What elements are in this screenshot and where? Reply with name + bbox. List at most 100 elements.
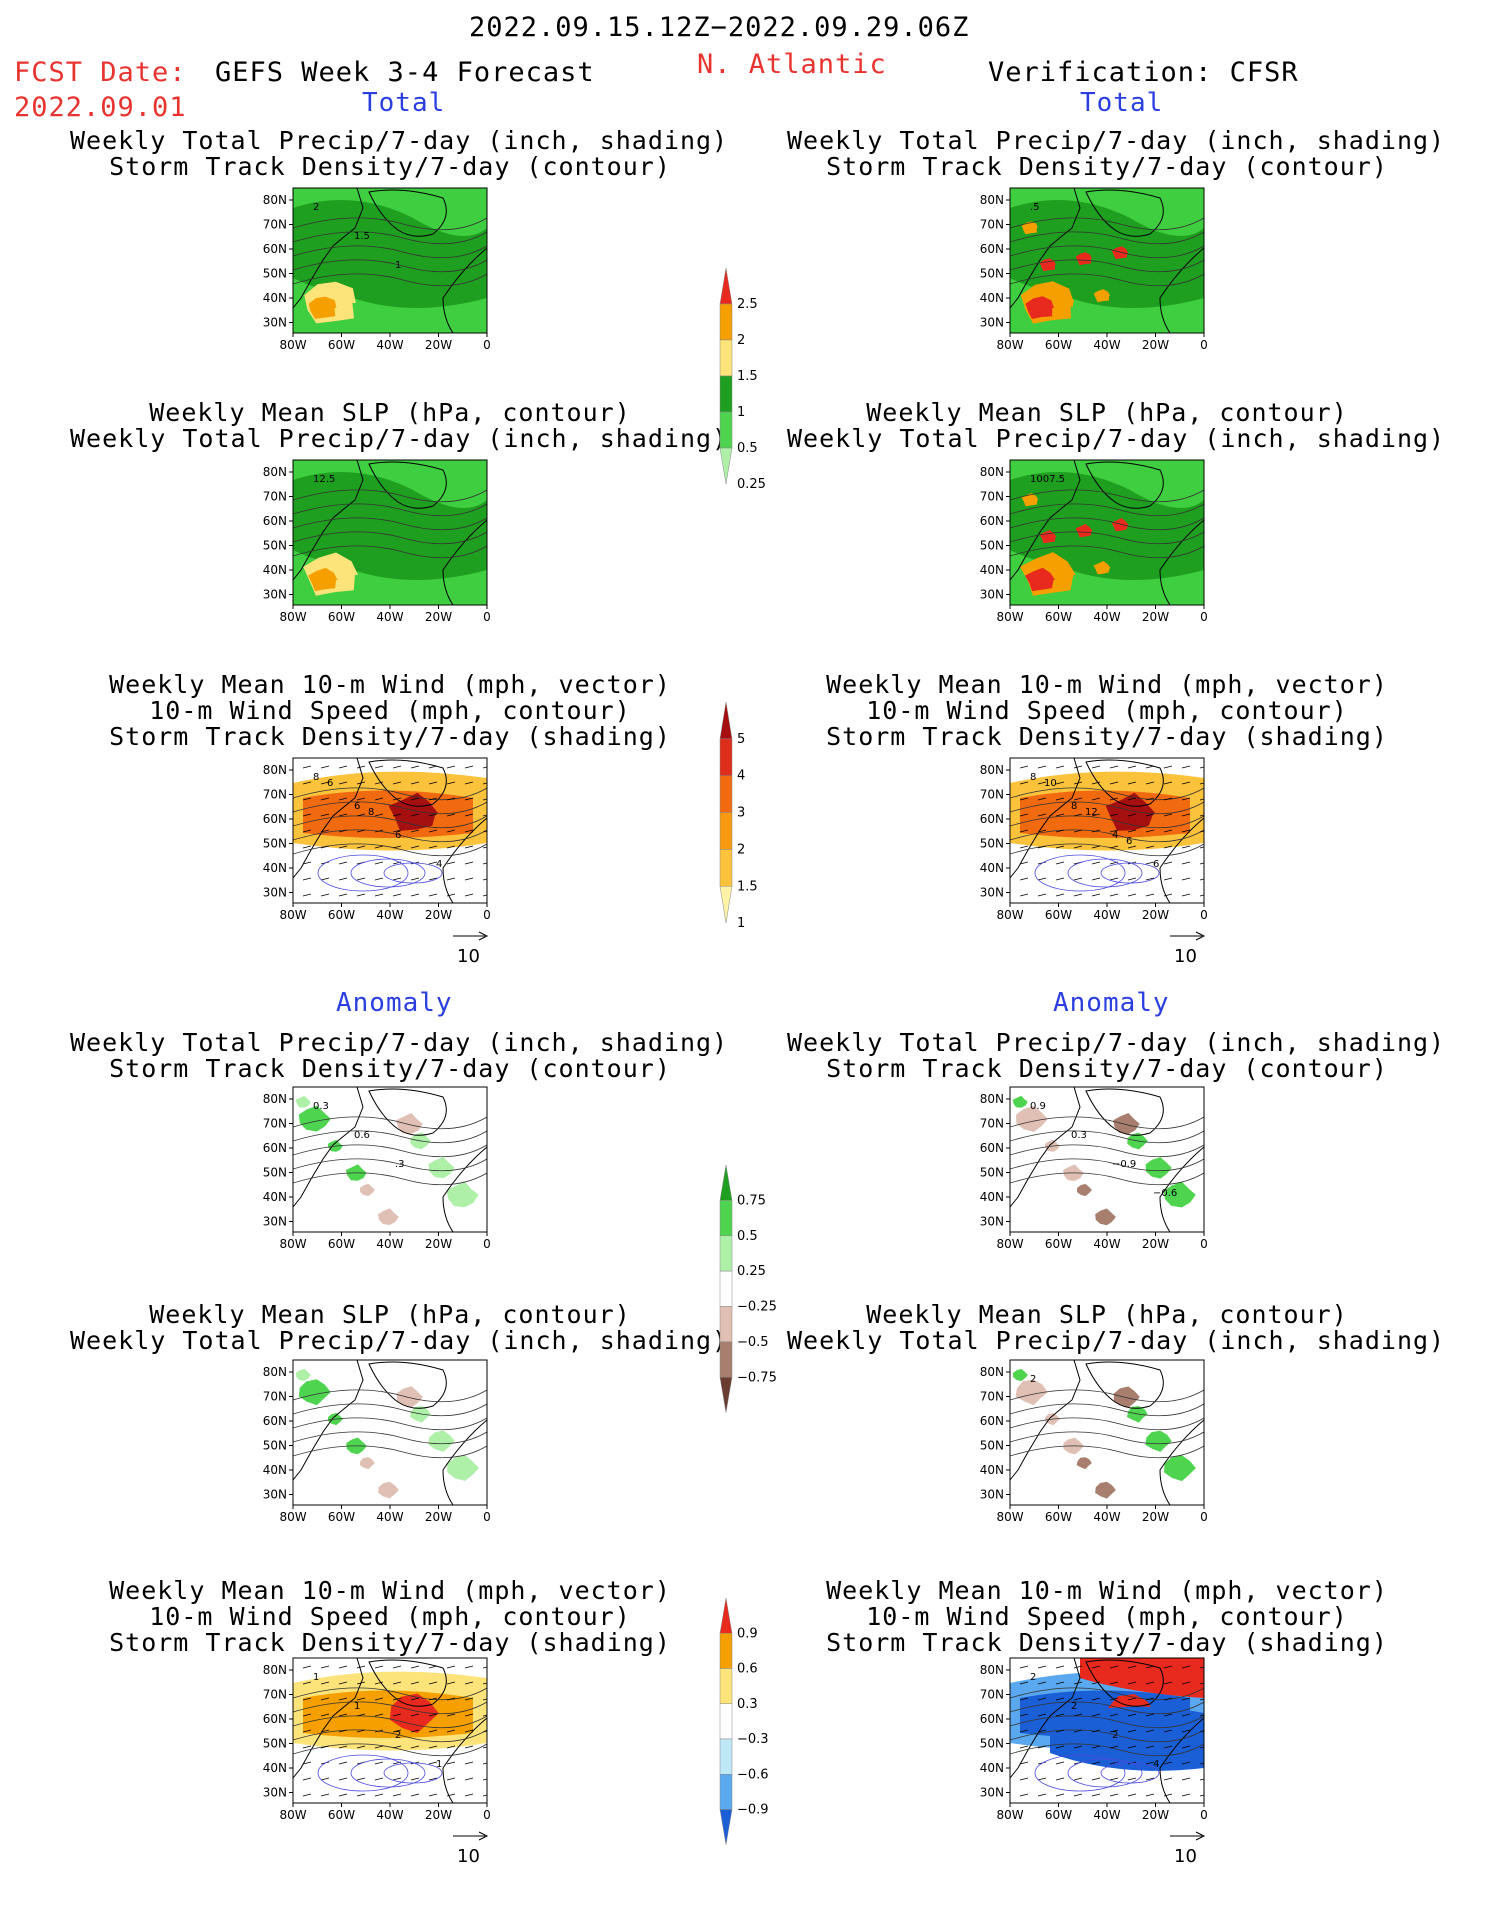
map-panel-fc-total-2: 12.5 80N 70N 60N 50N 40N 30N 80W 60W 40W 20W 0: [248, 452, 497, 627]
colorbar-label: −0.9: [737, 1803, 769, 1818]
lat-tick-label: 60N: [980, 242, 1004, 256]
colorbar-label: −0.75: [737, 1370, 777, 1385]
lon-tick-label: 80W: [279, 1510, 306, 1524]
lat-tick-label: 60N: [980, 812, 1004, 826]
map-panel-fc-total-1: 2 1.5 1 80N 70N 60N 50N 40N 30N 80W 60W 40W 20W 0: [248, 180, 497, 355]
lon-tick-label: 20W: [1142, 908, 1169, 922]
panel-title-line: Weekly Mean SLP (hPa, contour): [866, 1300, 1348, 1329]
panel-title-line: Storm Track Density/7-day (contour): [826, 1054, 1388, 1083]
vector-reference-value: 10: [1174, 946, 1197, 967]
section-total-forecast: Total: [362, 88, 446, 118]
colorbar-label: 4: [737, 769, 745, 784]
contour-label: −0.9: [1112, 1159, 1136, 1170]
lon-tick-label: 80W: [279, 908, 306, 922]
lat-tick-label: 40N: [263, 1761, 287, 1775]
contour-label: 8: [313, 772, 319, 783]
panel-title-line: 10-m Wind Speed (mph, contour): [866, 696, 1348, 725]
contour-label: 8: [1030, 772, 1036, 783]
lat-tick-label: 30N: [263, 886, 287, 900]
contour-label: 12.5: [313, 474, 335, 485]
contour-label: 1.5: [354, 231, 370, 242]
colorbar-label: 1: [737, 916, 745, 931]
panel-title-line: Weekly Mean 10-m Wind (mph, vector): [826, 670, 1388, 699]
contour-label: 4: [1112, 830, 1118, 841]
lat-tick-label: 80N: [980, 1663, 1004, 1677]
lon-tick-label: 80W: [279, 338, 306, 352]
lat-tick-label: 60N: [263, 1414, 287, 1428]
lon-tick-label: 20W: [1142, 1510, 1169, 1524]
panel-title: Weekly Total Precip/7-day (inch, shading…: [787, 128, 1444, 180]
colorbar-label: 1.5: [737, 879, 758, 894]
lat-tick-label: 60N: [980, 1141, 1004, 1155]
lat-tick-label: 70N: [263, 1688, 287, 1702]
colorbar-track_total: 5 4 3 2 1.5 1: [715, 692, 795, 974]
map-panel-fc-total-3: 8 6 6 4 6 8 80N 70N 60N 50N 40N 30N 80W 60W 40W 20W 0: [248, 750, 497, 925]
vector-arrow-icon: [1170, 1831, 1206, 1841]
lat-tick-label: 50N: [263, 267, 287, 281]
vector-reference-value: 10: [457, 1846, 480, 1867]
lat-tick-label: 70N: [980, 1117, 1004, 1131]
lat-tick-label: 60N: [980, 1414, 1004, 1428]
colorbar-label: 0.9: [737, 1626, 758, 1641]
panel-title-line: Weekly Total Precip/7-day (inch, shading…: [787, 1326, 1446, 1355]
lon-tick-label: 20W: [425, 338, 452, 352]
lat-tick-label: 50N: [980, 1166, 1004, 1180]
lat-tick-label: 80N: [980, 1092, 1004, 1106]
map-panel-fc-anom-2: 80N 70N 60N 50N 40N 30N 80W 60W 40W 20W 0: [248, 1352, 497, 1527]
lat-tick-label: 60N: [263, 812, 287, 826]
region-title: N. Atlantic: [697, 49, 887, 80]
colorbar-label: 2.5: [737, 297, 758, 312]
contour-label: 1: [395, 260, 401, 271]
colorbar-precip_total: 2.5 2 1.5 1 0.5 0.25: [715, 258, 795, 534]
panel-title-line: Weekly Total Precip/7-day (inch, shading…: [70, 126, 729, 155]
map-panel-ob-total-3: 8 8 4 6 10 12 6 80N 70N 60N 50N 40N 30N 80W 60W 40W 20W 0: [965, 750, 1214, 925]
lon-tick-label: 60W: [1045, 1510, 1072, 1524]
lon-tick-label: 0: [483, 1237, 491, 1251]
lat-tick-label: 70N: [263, 218, 287, 232]
lat-tick-label: 80N: [980, 465, 1004, 479]
vector-reference: 10: [451, 1825, 491, 1867]
lat-tick-label: 40N: [263, 1190, 287, 1204]
lon-tick-label: 20W: [1142, 1808, 1169, 1822]
colorbar-label: 0.75: [737, 1193, 766, 1208]
lat-tick-label: 50N: [980, 837, 1004, 851]
panel-title-line: Weekly Total Precip/7-day (inch, shading…: [70, 1326, 729, 1355]
lon-tick-label: 0: [483, 908, 491, 922]
lon-tick-label: 60W: [328, 338, 355, 352]
lat-tick-label: 30N: [263, 588, 287, 602]
panel-title: Weekly Mean 10-m Wind (mph, vector) 10-m …: [70, 672, 710, 750]
lat-tick-label: 50N: [263, 1439, 287, 1453]
panel-title: Weekly Mean 10-m Wind (mph, vector) 10-m …: [70, 1578, 710, 1656]
colorbar-label: 3: [737, 806, 745, 821]
contour-label: 8: [1071, 801, 1077, 812]
lon-tick-label: 40W: [1093, 610, 1120, 624]
colorbar-label: 1.5: [737, 369, 758, 384]
lat-tick-label: 50N: [980, 1439, 1004, 1453]
lon-tick-label: 60W: [328, 1808, 355, 1822]
date-range: 2022.09.15.12Z−2022.09.29.06Z: [469, 12, 970, 43]
lon-tick-label: 20W: [425, 1237, 452, 1251]
panel-title-line: Weekly Total Precip/7-day (inch, shading…: [70, 424, 729, 453]
lat-tick-label: 80N: [980, 1365, 1004, 1379]
lat-tick-label: 40N: [980, 1463, 1004, 1477]
lon-tick-label: 40W: [1093, 1510, 1120, 1524]
panel-title-line: Storm Track Density/7-day (shading): [109, 722, 671, 751]
contour-label: 0.9: [1030, 1101, 1046, 1112]
lat-tick-label: 50N: [980, 539, 1004, 553]
lat-tick-label: 80N: [263, 193, 287, 207]
lat-tick-label: 80N: [263, 465, 287, 479]
fcst-date-value: 2022.09.01: [14, 92, 187, 123]
lat-tick-label: 40N: [263, 291, 287, 305]
colorbar-label: 0.6: [737, 1662, 758, 1677]
panel-title: Weekly Total Precip/7-day (inch, shading…: [787, 1030, 1444, 1083]
panel-title: Weekly Total Precip/7-day (inch, shading…: [70, 126, 729, 180]
contour-label: .3: [395, 1159, 405, 1170]
panel-title: Weekly Mean 10-m Wind (mph, vector) 10-m …: [787, 1578, 1427, 1656]
panel-title-line: Weekly Total Precip/7-day (inch, shading…: [787, 424, 1446, 453]
lat-tick-label: 80N: [263, 763, 287, 777]
lat-tick-label: 50N: [263, 539, 287, 553]
lon-tick-label: 20W: [425, 908, 452, 922]
contour-label: 6: [354, 801, 360, 812]
panel-title: Weekly Mean SLP (hPa, contour) Weekly Tot…: [787, 1300, 1446, 1355]
lat-tick-label: 30N: [263, 1488, 287, 1502]
